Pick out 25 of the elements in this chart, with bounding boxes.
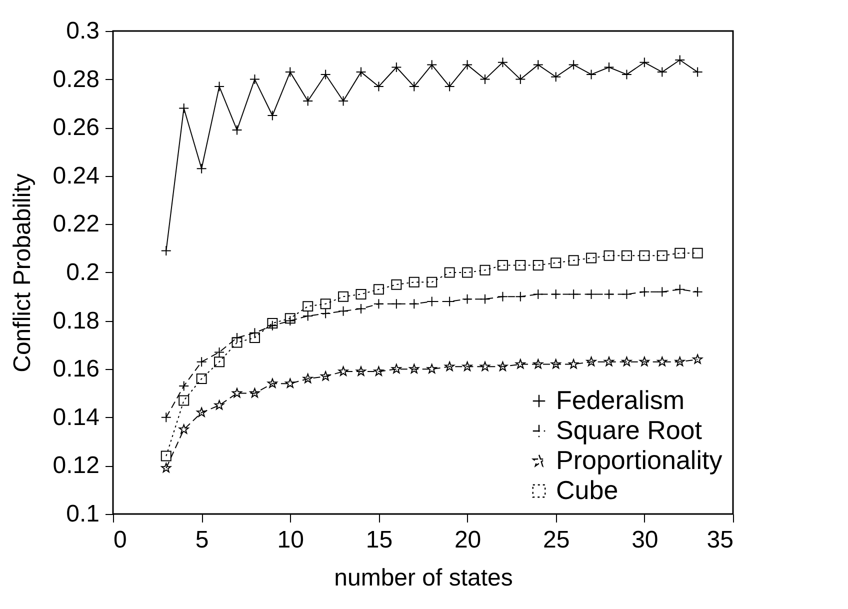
legend-label: Cube	[556, 475, 618, 505]
y-tick-label: 0.16	[52, 356, 100, 383]
y-tick-label: 0.24	[52, 162, 100, 190]
y-tick-label: 0.14	[52, 404, 100, 431]
y-tick-label: 0.2	[66, 259, 100, 286]
y-tick-label: 0.22	[52, 210, 100, 238]
y-tick-label: 0.18	[52, 307, 100, 334]
legend-label: Proportionality	[556, 445, 722, 475]
x-tick-label: 20	[454, 526, 482, 554]
y-tick-label: 0.12	[52, 452, 100, 480]
x-tick-label: 30	[632, 526, 658, 554]
x-tick-label: 0	[114, 526, 127, 554]
x-tick-label: 35	[706, 526, 734, 554]
legend-label: Federalism	[556, 385, 685, 415]
x-tick-label: 10	[277, 526, 304, 554]
legend-label: Square Root	[556, 415, 703, 445]
x-tick-label: 5	[195, 526, 209, 554]
y-tick-label: 0.1	[66, 500, 100, 528]
y-tick-label: 0.3	[66, 18, 100, 44]
x-axis-title: number of states	[334, 564, 513, 592]
x-tick-label: 15	[366, 526, 393, 554]
x-tick-label: 25	[543, 526, 570, 554]
y-axis-title: Conflict Probability	[8, 174, 36, 372]
y-tick-label: 0.26	[52, 114, 100, 142]
y-tick-label: 0.28	[52, 66, 100, 93]
